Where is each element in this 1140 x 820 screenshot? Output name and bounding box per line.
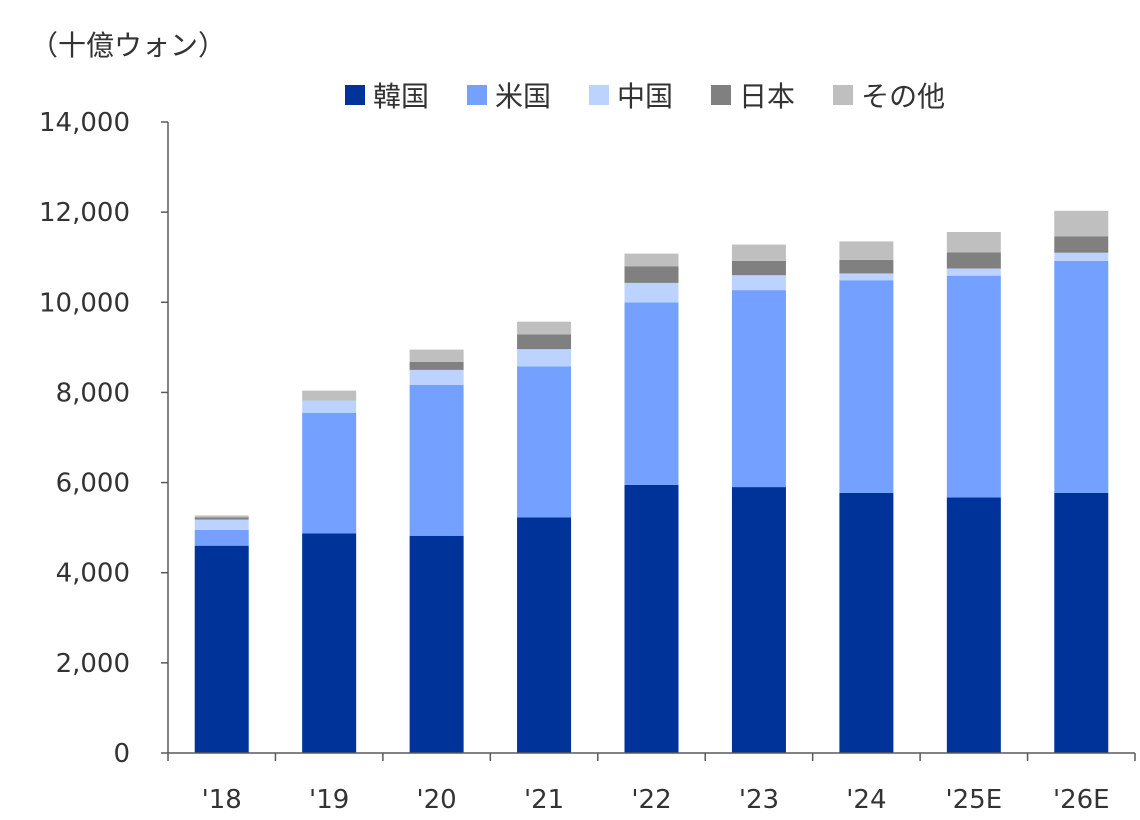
y-tick-label: 6,000 (56, 469, 130, 499)
y-tick-label: 0 (113, 739, 130, 769)
y-axis-unit-label: （十億ウォン） (30, 29, 227, 62)
bar-segment-korea (517, 517, 572, 753)
bar-segment-japan (517, 334, 572, 350)
bar-segment-china (194, 519, 249, 530)
x-tick-label: '22 (631, 785, 671, 815)
x-tick-label: '24 (846, 785, 886, 815)
bar-segment-other (839, 241, 894, 260)
bar-segment-china (839, 273, 894, 281)
bar-segment-usa (1054, 260, 1109, 493)
bar-segment-usa (409, 384, 464, 536)
bar-segment-china (1054, 252, 1109, 261)
y-tick-label: 2,000 (56, 649, 130, 679)
bar-segment-korea (839, 492, 894, 753)
legend: 韓国 米国 中国 日本 その他 (345, 75, 983, 115)
legend-swatch-japan (711, 85, 732, 105)
bar-segment-usa (946, 275, 1001, 498)
bar-segment-japan (624, 266, 679, 283)
bar-segment-japan (409, 361, 464, 370)
bar-segment-korea (1054, 492, 1109, 753)
legend-item-china: 中国 (589, 75, 673, 115)
bar-segment-other (946, 231, 1001, 253)
bar-segment-china (946, 268, 1001, 276)
legend-label-china: 中国 (617, 80, 674, 113)
x-tick-label: '21 (524, 785, 564, 815)
legend-item-usa: 米国 (467, 75, 551, 115)
bar-segment-china (302, 400, 357, 413)
bar-segment-korea (624, 484, 679, 753)
y-tick-label: 12,000 (39, 198, 130, 228)
legend-label-usa: 米国 (495, 80, 552, 113)
bar-segment-other (624, 253, 679, 267)
y-tick-label: 8,000 (56, 378, 130, 408)
bar-segment-usa (839, 280, 894, 493)
legend-label-korea: 韓国 (373, 80, 430, 113)
bar-segment-japan (1054, 236, 1109, 253)
y-tick-label: 4,000 (56, 559, 130, 589)
x-tick-label: '26E (1053, 785, 1110, 815)
legend-swatch-other (833, 85, 854, 105)
legend-label-japan: 日本 (739, 80, 796, 113)
legend-item-korea: 韓国 (345, 75, 429, 115)
bar-segment-usa (731, 290, 786, 488)
x-tick-label: '23 (739, 785, 779, 815)
bar-segment-japan (839, 259, 894, 274)
bar-segment-usa (194, 529, 249, 546)
x-tick-label: '20 (416, 785, 456, 815)
y-tick-label: 10,000 (39, 288, 130, 318)
bar-segment-other (409, 349, 464, 362)
bar-segment-korea (194, 545, 249, 753)
x-tick-label: '18 (202, 785, 242, 815)
bar-segment-korea (946, 497, 1001, 753)
bar-segment-other (1054, 210, 1109, 237)
y-tick-label: 14,000 (39, 108, 130, 138)
legend-swatch-usa (467, 85, 488, 105)
legend-swatch-china (589, 85, 610, 105)
bar-segment-usa (624, 302, 679, 485)
bar-segment-china (624, 282, 679, 303)
bar-segment-china (731, 275, 786, 291)
bar-segment-japan (194, 517, 249, 520)
bar-segment-china (409, 369, 464, 385)
legend-item-japan: 日本 (711, 75, 795, 115)
bar-segment-china (517, 349, 572, 367)
bar-segment-japan (731, 260, 786, 276)
x-tick-label: '19 (309, 785, 349, 815)
bar-segment-korea (731, 487, 786, 753)
bar-segment-usa (302, 412, 357, 534)
bar-segment-usa (517, 366, 572, 518)
x-tick-label: '25E (945, 785, 1002, 815)
bar-segment-other (731, 244, 786, 261)
bar-segment-other (517, 321, 572, 335)
legend-swatch-korea (345, 85, 365, 105)
bar-segment-other (302, 390, 357, 401)
bar-segment-japan (946, 252, 1001, 269)
legend-item-other: その他 (833, 75, 945, 115)
bar-segment-korea (409, 535, 464, 753)
bar-segment-korea (302, 533, 357, 753)
bar-segment-other (194, 515, 249, 518)
legend-label-other: その他 (861, 80, 946, 113)
